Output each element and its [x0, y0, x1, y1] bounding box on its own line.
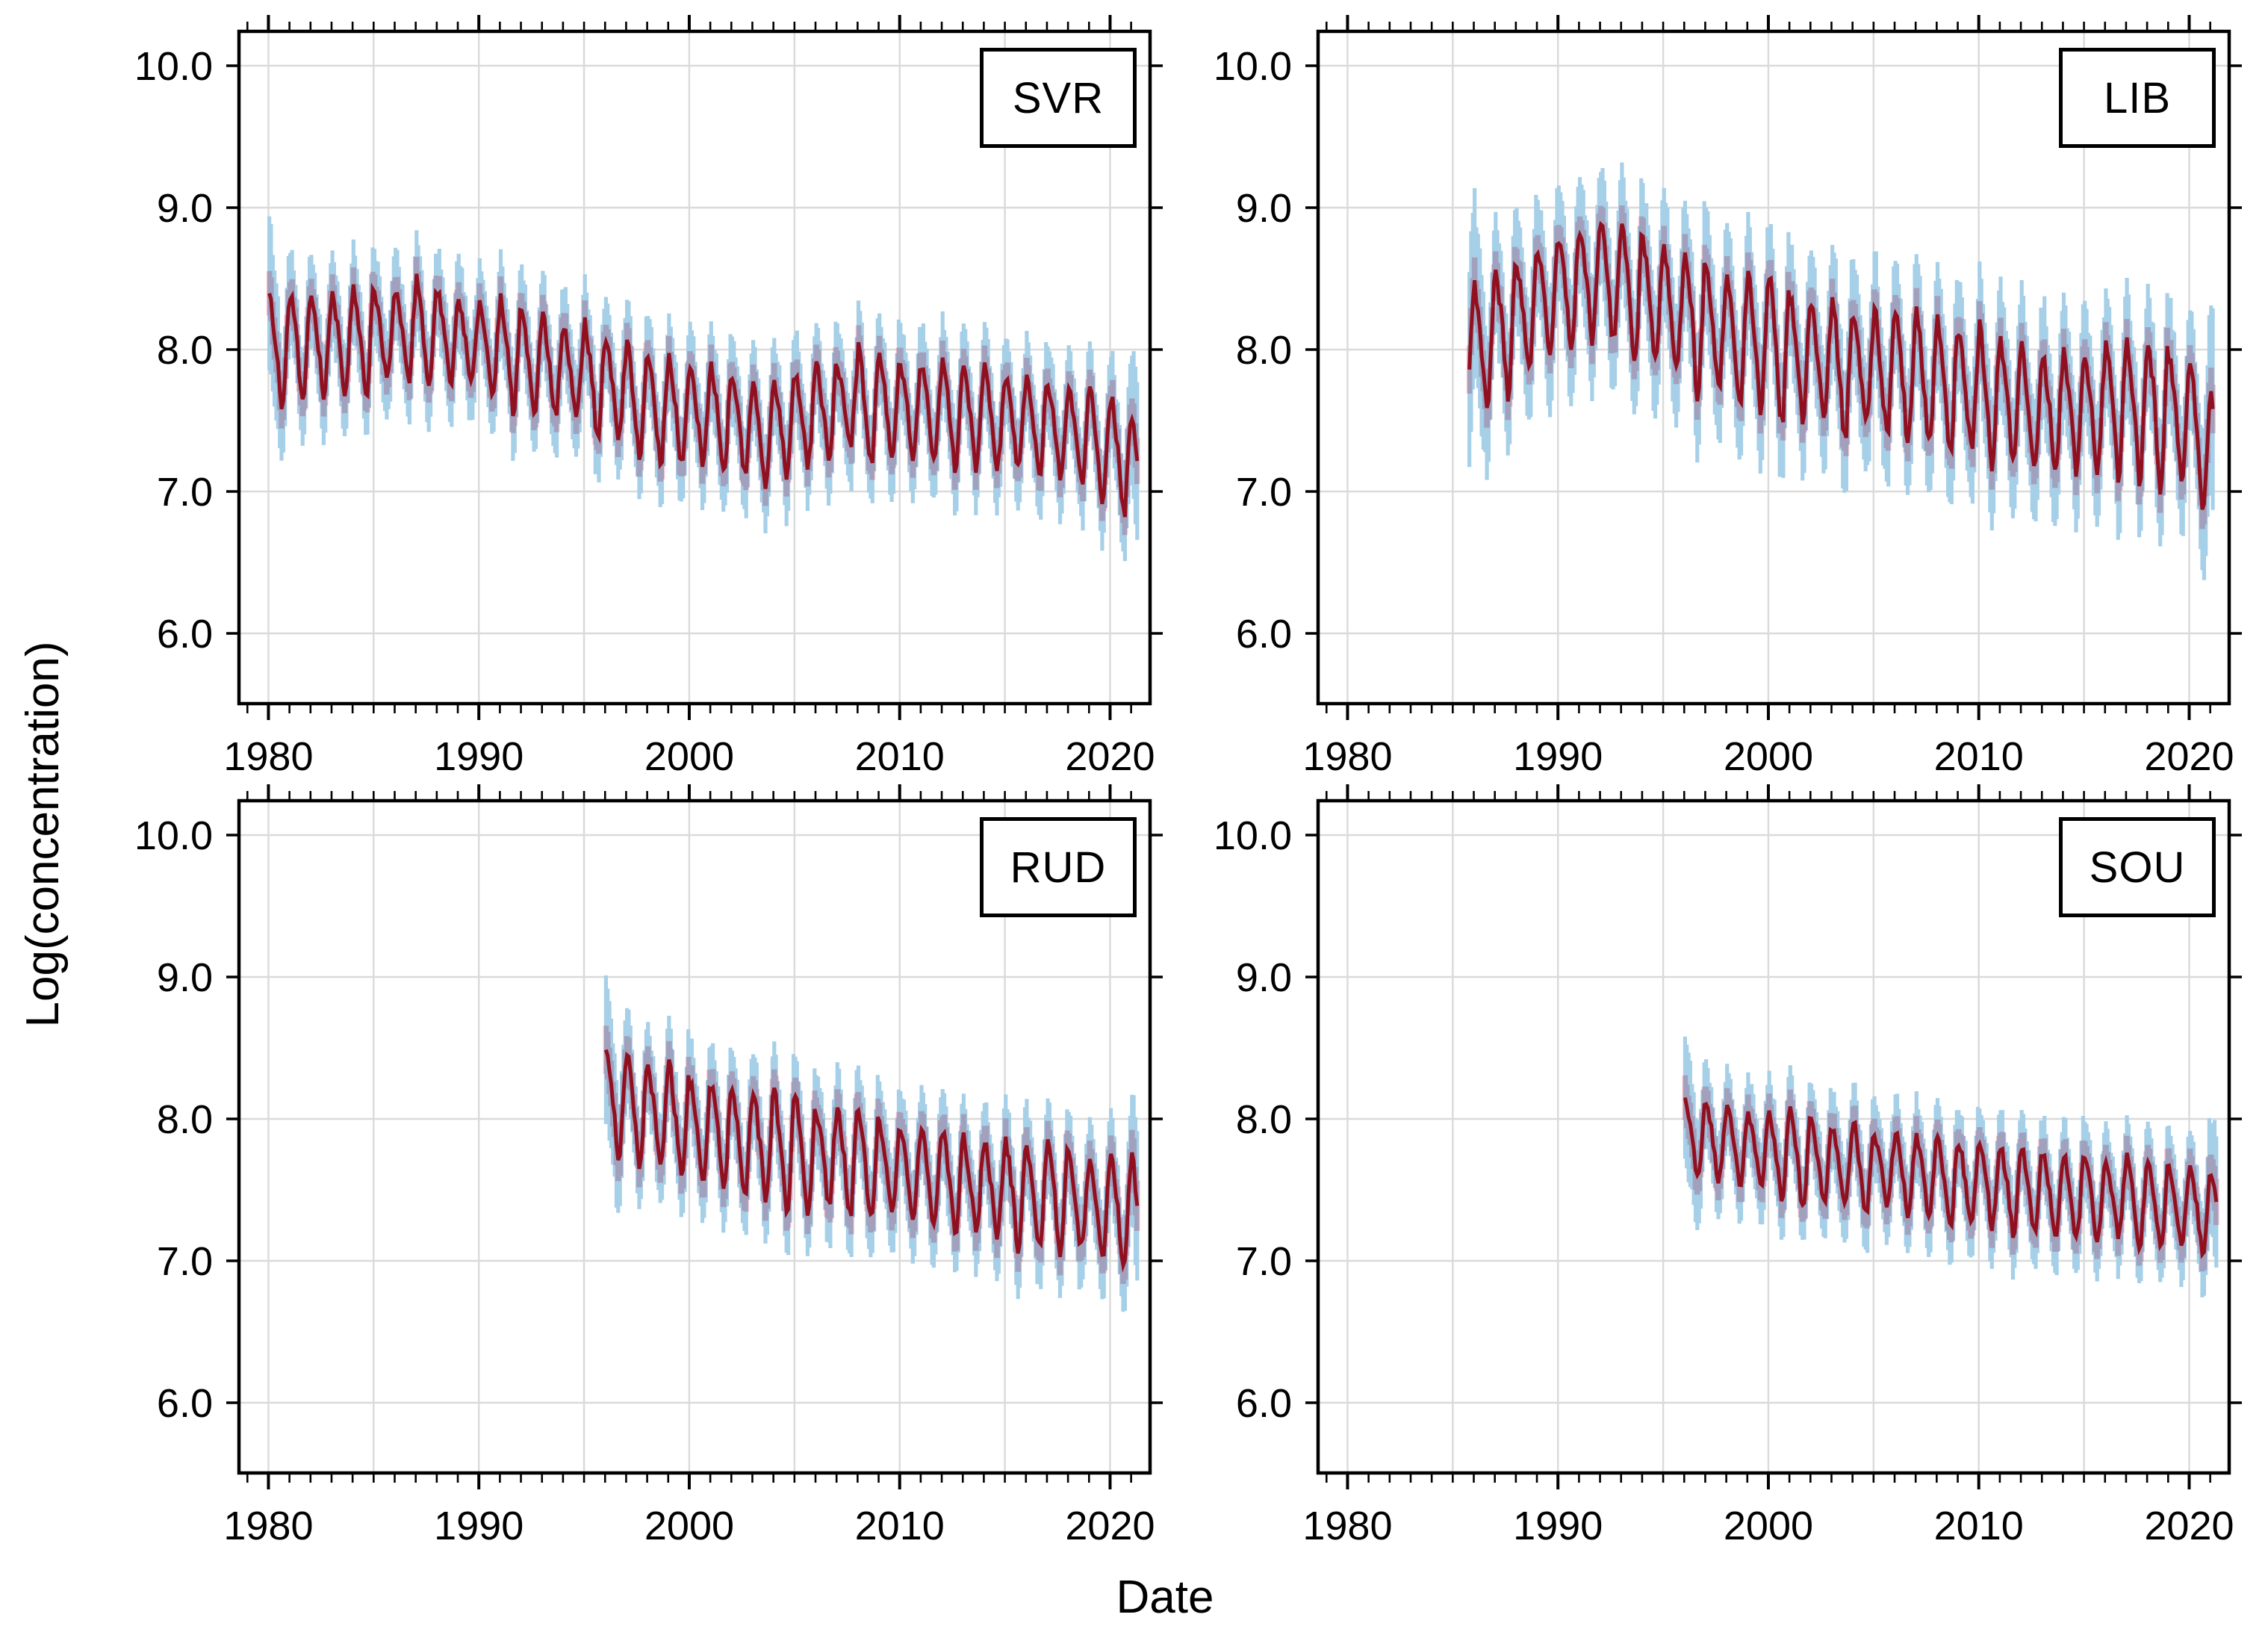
x-tick-label: 1990: [434, 734, 524, 779]
panel-border: [1316, 29, 2231, 706]
y-tick-label: 10.0: [1213, 813, 1292, 858]
panel-lib: LIB: [1305, 15, 2242, 720]
y-tick-label: 10.0: [134, 44, 213, 89]
x-tick-label: 1980: [1302, 734, 1393, 779]
panel-label-sou: SOU: [2059, 817, 2216, 917]
y-tick-label: 10.0: [1213, 44, 1292, 89]
x-tick-label: 2020: [1065, 734, 1155, 779]
y-tick-label: 9.0: [1235, 186, 1292, 231]
x-tick-label: 2010: [1933, 734, 2024, 779]
panel-rud: RUD: [226, 784, 1163, 1489]
panel-border: [1316, 798, 2231, 1475]
y-tick-label: 6.0: [1235, 612, 1292, 657]
y-tick-label: 8.0: [156, 328, 213, 373]
median-line: [603, 1049, 1140, 1273]
y-tick-label: 7.0: [1235, 470, 1292, 515]
x-tick-label: 1990: [1513, 734, 1603, 779]
y-tick-label: 7.0: [1235, 1239, 1292, 1284]
median-line: [1683, 1097, 2219, 1259]
y-tick-label: 8.0: [1235, 328, 1292, 373]
panel-label-lib: LIB: [2059, 48, 2216, 148]
panel-border: [237, 798, 1152, 1475]
plot-lib: [1305, 15, 2242, 720]
panel-svr: SVR: [226, 15, 1163, 720]
y-tick-label: 10.0: [134, 813, 213, 858]
y-tick-label: 7.0: [156, 470, 213, 515]
y-tick-label: 8.0: [156, 1097, 213, 1142]
x-tick-label: 1990: [434, 1504, 524, 1548]
x-tick-label: 1980: [223, 1504, 314, 1548]
x-tick-label: 2020: [2144, 734, 2234, 779]
panel-border: [237, 29, 1152, 706]
y-tick-label: 6.0: [1235, 1381, 1292, 1426]
x-tick-label: 2000: [1723, 734, 1814, 779]
x-tick-label: 2000: [644, 1504, 735, 1548]
x-tick-label: 1980: [223, 734, 314, 779]
panel-label-svr: SVR: [980, 48, 1137, 148]
median-line: [267, 273, 1140, 518]
gridlines: [1318, 801, 2229, 1473]
y-tick-label: 6.0: [156, 612, 213, 657]
x-axis-title: Date: [1116, 1572, 1214, 1623]
x-tick-label: 2010: [1933, 1504, 2024, 1548]
x-tick-label: 1990: [1513, 1504, 1603, 1548]
x-tick-label: 2000: [644, 734, 735, 779]
x-tick-label: 2010: [854, 1504, 945, 1548]
x-tick-label: 2000: [1723, 1504, 1814, 1548]
y-tick-label: 9.0: [156, 186, 213, 231]
x-tick-label: 1980: [1302, 1504, 1393, 1548]
panel-sou: SOU: [1305, 784, 2242, 1489]
y-tick-label: 9.0: [156, 955, 213, 1000]
x-tick-label: 2020: [1065, 1504, 1155, 1548]
y-tick-label: 8.0: [1235, 1097, 1292, 1142]
median-line: [1467, 220, 2215, 510]
x-tick-label: 2020: [2144, 1504, 2234, 1548]
y-tick-label: 6.0: [156, 1381, 213, 1426]
x-tick-label: 2010: [854, 734, 945, 779]
plot-rud: [226, 784, 1163, 1489]
y-axis-title: Log(concentration): [17, 641, 69, 1028]
panel-label-rud: RUD: [980, 817, 1137, 917]
y-tick-label: 9.0: [1235, 955, 1292, 1000]
plot-sou: [1305, 784, 2242, 1489]
y-tick-label: 7.0: [156, 1239, 213, 1284]
